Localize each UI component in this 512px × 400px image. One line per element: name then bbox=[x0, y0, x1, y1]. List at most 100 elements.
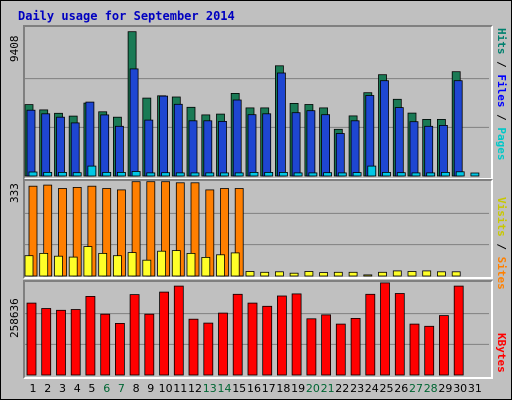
bar-pages-8 bbox=[131, 171, 141, 177]
bar-pages-26 bbox=[396, 172, 406, 177]
bar-visits-22 bbox=[333, 271, 343, 277]
x-label-day-17: 17 bbox=[262, 382, 276, 395]
x-label-day-15: 15 bbox=[232, 382, 246, 395]
x-label-day-22: 22 bbox=[335, 382, 349, 395]
bar-kbytes-5 bbox=[85, 295, 96, 376]
bar-visits-15 bbox=[230, 252, 240, 277]
x-label-day-29: 29 bbox=[438, 382, 452, 395]
x-label-day-20: 20 bbox=[306, 382, 320, 395]
bar-visits-13 bbox=[201, 256, 211, 277]
bar-files-4 bbox=[70, 122, 80, 177]
bar-pages-5 bbox=[87, 165, 97, 177]
bar-pages-7 bbox=[117, 171, 126, 177]
bar-pages-14 bbox=[220, 172, 229, 177]
bar-kbytes-21 bbox=[321, 314, 332, 376]
bar-kbytes-23 bbox=[350, 317, 361, 376]
bar-pages-16 bbox=[249, 171, 259, 177]
bar-visits-7 bbox=[113, 255, 122, 277]
bar-pages-12 bbox=[190, 172, 200, 177]
x-label-day-18: 18 bbox=[276, 382, 290, 395]
bar-visits-30 bbox=[451, 271, 461, 277]
bar-visits-5 bbox=[83, 246, 93, 277]
bar-visits-20 bbox=[304, 271, 314, 277]
bar-files-20 bbox=[306, 110, 316, 177]
bar-files-15 bbox=[232, 99, 242, 177]
bar-visits-24 bbox=[363, 274, 373, 277]
bar-visits-29 bbox=[436, 271, 446, 277]
bar-kbytes-1 bbox=[26, 302, 37, 376]
bar-pages-18 bbox=[278, 171, 288, 177]
x-label-day-4: 4 bbox=[74, 382, 81, 395]
bar-kbytes-28 bbox=[424, 325, 435, 376]
x-label-day-14: 14 bbox=[218, 382, 232, 395]
x-label-day-3: 3 bbox=[59, 382, 66, 395]
bar-kbytes-9 bbox=[144, 313, 155, 376]
bar-visits-28 bbox=[422, 270, 432, 277]
bar-kbytes-11 bbox=[173, 285, 184, 376]
x-label-day-28: 28 bbox=[424, 382, 438, 395]
x-label-day-12: 12 bbox=[188, 382, 202, 395]
bar-files-14 bbox=[218, 121, 227, 177]
bar-files-2 bbox=[41, 113, 51, 177]
bar-files-23 bbox=[350, 120, 360, 177]
bar-files-9 bbox=[144, 119, 154, 177]
bar-pages-29 bbox=[440, 171, 450, 177]
bar-kbytes-6 bbox=[100, 313, 111, 376]
bar-pages-6 bbox=[102, 171, 112, 177]
bar-kbytes-16 bbox=[247, 302, 258, 376]
bar-kbytes-26 bbox=[394, 293, 405, 376]
bar-kbytes-4 bbox=[70, 309, 81, 376]
bar-kbytes-17 bbox=[262, 305, 273, 376]
x-label-day-9: 9 bbox=[147, 382, 154, 395]
bar-files-24 bbox=[365, 95, 375, 177]
bar-pages-28 bbox=[426, 172, 436, 177]
bar-files-16 bbox=[247, 114, 257, 177]
x-label-day-24: 24 bbox=[365, 382, 379, 395]
bar-visits-4 bbox=[68, 256, 78, 277]
bar-pages-27 bbox=[411, 172, 421, 177]
bar-kbytes-12 bbox=[188, 318, 199, 376]
bar-kbytes-10 bbox=[159, 291, 170, 376]
bar-kbytes-27 bbox=[409, 323, 420, 376]
bar-kbytes-18 bbox=[276, 295, 287, 376]
bar-visits-3 bbox=[54, 255, 63, 277]
bar-visits-14 bbox=[216, 254, 225, 277]
bar-visits-18 bbox=[274, 271, 284, 277]
bar-files-13 bbox=[203, 120, 213, 177]
x-label-day-21: 21 bbox=[321, 382, 335, 395]
x-label-day-5: 5 bbox=[88, 382, 95, 395]
bar-kbytes-14 bbox=[218, 312, 228, 376]
bar-pages-9 bbox=[146, 172, 156, 177]
bar-files-25 bbox=[380, 80, 389, 177]
bar-pages-15 bbox=[234, 172, 244, 177]
bar-visits-26 bbox=[392, 270, 402, 277]
bar-files-7 bbox=[115, 125, 124, 177]
bar-visits-23 bbox=[348, 271, 358, 277]
x-label-day-25: 25 bbox=[380, 382, 394, 395]
bar-visits-17 bbox=[260, 271, 270, 277]
x-label-day-31: 31 bbox=[468, 382, 482, 395]
x-label-day-13: 13 bbox=[203, 382, 217, 395]
bar-visits-16 bbox=[245, 271, 255, 277]
bar-kbytes-30 bbox=[453, 285, 464, 376]
bar-pages-30 bbox=[455, 171, 465, 177]
bar-kbytes-20 bbox=[306, 318, 317, 376]
x-label-day-1: 1 bbox=[30, 382, 37, 395]
x-label-day-19: 19 bbox=[291, 382, 305, 395]
bar-files-6 bbox=[100, 114, 110, 177]
bar-pages-25 bbox=[382, 171, 391, 177]
x-label-day-16: 16 bbox=[247, 382, 261, 395]
bar-visits-25 bbox=[378, 271, 387, 277]
bar-files-26 bbox=[394, 107, 404, 177]
bar-files-10 bbox=[159, 95, 169, 177]
bar-pages-2 bbox=[43, 171, 53, 177]
bar-visits-1 bbox=[24, 255, 34, 277]
bar-files-29 bbox=[438, 125, 448, 177]
bar-kbytes-29 bbox=[438, 315, 449, 376]
bar-files-19 bbox=[291, 112, 301, 177]
bar-kbytes-3 bbox=[56, 309, 66, 376]
bar-visits-9 bbox=[142, 259, 152, 277]
x-label-day-6: 6 bbox=[103, 382, 110, 395]
bar-visits-10 bbox=[157, 250, 167, 277]
